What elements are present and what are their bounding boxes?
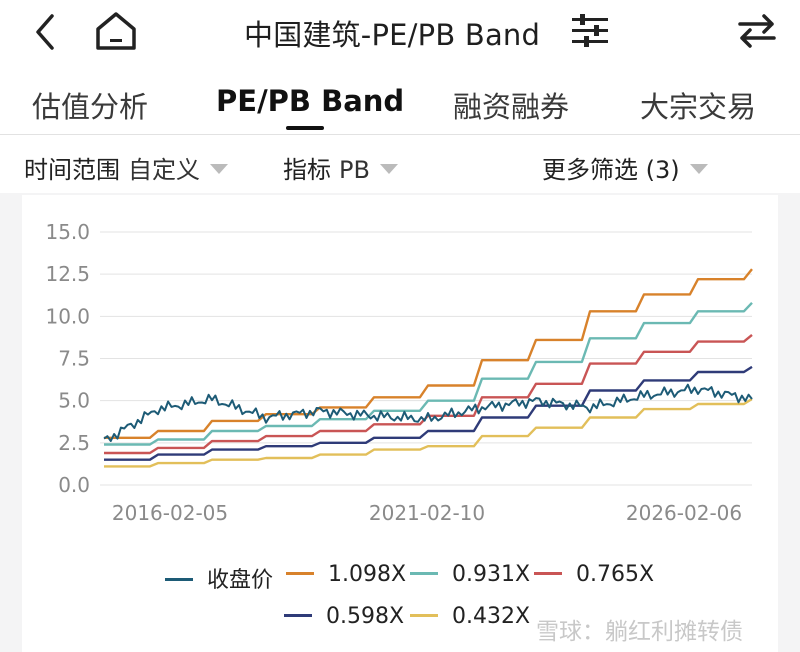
legend-label: 1.098X xyxy=(328,562,407,587)
legend-item[interactable]: 收盘价 xyxy=(165,562,273,594)
tab-bar: 估值分析 PE/PB Band 融资融券 大宗交易 xyxy=(0,66,800,135)
legend-item[interactable]: 0.598X xyxy=(284,604,404,629)
legend-swatch xyxy=(286,571,314,575)
home-icon[interactable] xyxy=(94,10,138,52)
page-title: 中国建筑-PE/PB Band xyxy=(244,18,541,52)
tab-margin-trading[interactable]: 融资融券 xyxy=(453,90,570,124)
legend-swatch xyxy=(284,613,312,617)
more-filters-label: 更多筛选 (3) xyxy=(542,156,680,184)
metric-value: PB xyxy=(339,156,370,184)
legend-item[interactable]: 0.432X xyxy=(410,604,530,629)
top-bar: 中国建筑-PE/PB Band xyxy=(0,0,800,66)
chevron-left-icon[interactable] xyxy=(30,12,60,52)
legend-label: 0.598X xyxy=(326,604,405,629)
legend-swatch xyxy=(410,571,438,575)
caret-down-icon xyxy=(379,164,398,174)
legend-item[interactable]: 1.098X xyxy=(286,562,406,587)
tab-pe-pb-band[interactable]: PE/PB Band xyxy=(216,84,405,118)
caret-down-icon xyxy=(210,164,228,174)
time-range-filter[interactable]: 时间范围 自定义 xyxy=(24,150,228,185)
tab-valuation[interactable]: 估值分析 xyxy=(32,90,149,124)
legend-item[interactable]: 0.765X xyxy=(534,562,654,587)
metric-filter[interactable]: 指标 PB xyxy=(283,150,398,185)
caret-down-icon xyxy=(689,164,708,174)
legend-swatch xyxy=(534,571,562,575)
time-range-label: 时间范围 xyxy=(24,156,120,184)
more-filters[interactable]: 更多筛选 (3) xyxy=(542,150,708,185)
time-range-value: 自定义 xyxy=(128,156,200,184)
swap-arrows-icon[interactable] xyxy=(736,12,778,50)
filter-bar: 时间范围 自定义 指标 PB 更多筛选 (3) xyxy=(0,135,800,193)
legend-label: 0.931X xyxy=(452,562,531,587)
legend-swatch xyxy=(410,613,438,617)
sliders-icon[interactable] xyxy=(570,14,610,48)
metric-label: 指标 xyxy=(283,156,331,184)
legend-label: 0.432X xyxy=(452,604,531,629)
legend-swatch xyxy=(165,577,193,581)
legend-item[interactable]: 0.931X xyxy=(410,562,530,587)
legend-label: 0.765X xyxy=(576,562,655,587)
watermark: 雪球：躺红利摊转债 xyxy=(536,619,743,645)
active-tab-indicator xyxy=(286,126,324,130)
legend-label: 收盘价 xyxy=(207,568,274,593)
tab-block-trade[interactable]: 大宗交易 xyxy=(640,90,757,124)
